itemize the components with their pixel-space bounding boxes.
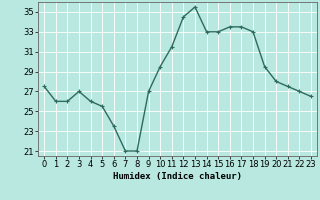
- X-axis label: Humidex (Indice chaleur): Humidex (Indice chaleur): [113, 172, 242, 181]
